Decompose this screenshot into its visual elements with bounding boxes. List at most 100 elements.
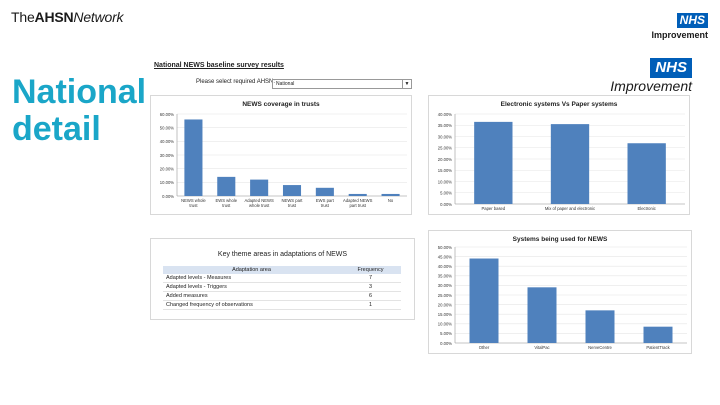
- x-tick-label: trust: [321, 203, 330, 208]
- survey-title: National NEWS baseline survey results: [154, 62, 284, 69]
- y-tick-label: 35.00%: [438, 123, 452, 128]
- y-tick-label: 0.00%: [440, 341, 452, 346]
- y-tick-label: 35.00%: [438, 274, 452, 279]
- y-tick-label: 5.00%: [440, 191, 452, 196]
- y-tick-label: 10.00%: [438, 179, 452, 184]
- bar: [184, 119, 203, 196]
- bar: [474, 121, 513, 204]
- chart-title: Systems being used for NEWS: [512, 236, 608, 243]
- chart-news-coverage: NEWS coverage in trusts 0.00% 10.00% 20.00…: [150, 95, 412, 215]
- chart-electronic-vs-paper: Electronic systems Vs Paper systems 0.00…: [428, 95, 690, 215]
- y-tick-label: 30.00%: [160, 153, 174, 158]
- y-tick-label: 40.00%: [438, 264, 452, 269]
- x-tick-label: whole trust: [249, 203, 270, 208]
- y-tick-label: 5.00%: [440, 331, 452, 336]
- y-tick-label: 40.00%: [160, 139, 174, 144]
- bar: [348, 193, 367, 196]
- x-tick-label: Adapted NEWS: [244, 198, 274, 203]
- chevron-down-icon[interactable]: ▼: [402, 80, 411, 88]
- x-tick-label: Other: [479, 345, 490, 350]
- chart-news-coverage-svg: 0.00% 10.00% 20.00% 30.00% 40.00% 50.00% 60.00…: [160, 112, 407, 208]
- y-tick-label: 25.00%: [438, 293, 452, 298]
- x-tick-label: VitalPac: [534, 345, 549, 350]
- x-tick-label: EWS whole: [215, 198, 237, 203]
- table-row: Adapted levels - Triggers 3: [163, 282, 401, 292]
- nhs-improvement-logo-large: NHS Improvement: [596, 58, 692, 94]
- key-themes-panel: Key theme areas in adaptations of NEWS A…: [150, 238, 415, 320]
- x-tick-label: NerveCentre: [588, 345, 612, 350]
- frequency-cell: 3: [339, 282, 401, 292]
- y-tick-label: 0.00%: [440, 202, 452, 207]
- x-tick-label: trust: [288, 203, 297, 208]
- brand-prefix: The: [11, 9, 35, 25]
- ahsn-select[interactable]: National ▼: [272, 79, 412, 89]
- x-tick-label: Paper based: [481, 206, 505, 211]
- frequency-cell: 7: [339, 274, 401, 283]
- frequency-cell: 6: [339, 291, 401, 301]
- x-tick-label: trust: [222, 203, 231, 208]
- bar: [527, 287, 557, 343]
- nhs-logo-large: NHS: [650, 58, 692, 78]
- col-header-frequency: Frequency: [339, 266, 401, 274]
- y-tick-label: 45.00%: [438, 254, 452, 259]
- brand-bold: AHSN: [34, 9, 74, 25]
- ahsn-network-logo: TheAHSNNetwork: [11, 9, 124, 25]
- x-tick-label: Mix of paper and electronic: [545, 206, 595, 211]
- x-tick-label: EWS part: [316, 198, 335, 203]
- bar: [315, 187, 334, 196]
- key-themes-table: Adaptation area Frequency Adapted levels…: [163, 266, 401, 310]
- y-tick-label: 15.00%: [438, 312, 452, 317]
- y-tick-label: 15.00%: [438, 168, 452, 173]
- frequency-cell: 1: [339, 300, 401, 310]
- nhs-logo: NHS: [676, 13, 708, 28]
- area-cell: Added measures: [163, 291, 340, 301]
- area-cell: Adapted levels - Triggers: [163, 282, 340, 292]
- page-title: National detail: [12, 74, 146, 148]
- x-tick-label: part trust: [349, 203, 366, 208]
- y-tick-label: 40.00%: [438, 112, 452, 117]
- chart-title: Electronic systems Vs Paper systems: [500, 101, 618, 108]
- y-tick-label: 60.00%: [160, 112, 174, 117]
- y-tick-label: 50.00%: [160, 125, 174, 130]
- chart-electronic-vs-paper-svg: 0.00% 5.00% 10.00% 15.00% 20.00% 25.00% 30.00%…: [438, 112, 685, 211]
- bar: [585, 310, 615, 343]
- x-tick-label: Electronic: [637, 206, 655, 211]
- brand-italic: Network: [73, 9, 124, 25]
- key-themes-title: Key theme areas in adaptations of NEWS: [217, 251, 348, 258]
- x-tick-label: NEWS whole: [181, 198, 206, 203]
- title-line-1: National: [12, 73, 147, 111]
- title-line-2: detail: [12, 110, 101, 148]
- bar: [627, 143, 666, 204]
- y-tick-label: 20.00%: [160, 166, 174, 171]
- y-tick-label: 0.00%: [162, 194, 174, 199]
- col-header-area: Adaptation area: [163, 266, 340, 274]
- bar: [643, 326, 673, 343]
- select-label: Please select required AHSN:: [196, 79, 276, 85]
- y-tick-label: 10.00%: [160, 180, 174, 185]
- y-tick-label: 20.00%: [438, 302, 452, 307]
- area-cell: Changed frequency of observations: [163, 300, 340, 310]
- x-tick-label: No: [388, 198, 394, 203]
- y-tick-label: 25.00%: [438, 146, 452, 151]
- table-row: Adapted levels - Measures 7: [163, 274, 401, 283]
- table-row: Changed frequency of observations 1: [163, 300, 401, 310]
- x-tick-label: PatientTrack: [646, 345, 670, 350]
- chart-systems-used: Systems being used for NEWS 0.00% 5.00% 10…: [428, 230, 692, 354]
- nhs-improvement-logo-small: NHS Improvement: [648, 11, 708, 40]
- y-tick-label: 20.00%: [438, 157, 452, 162]
- bar: [550, 124, 590, 204]
- y-tick-label: 50.00%: [438, 245, 452, 250]
- bar: [469, 258, 499, 343]
- area-cell: Adapted levels - Measures: [163, 274, 340, 283]
- improvement-label: Improvement: [651, 30, 708, 40]
- x-tick-label: trust: [189, 203, 198, 208]
- chart-title: NEWS coverage in trusts: [242, 101, 320, 108]
- y-tick-label: 10.00%: [438, 322, 452, 327]
- y-tick-label: 30.00%: [438, 134, 452, 139]
- bar: [381, 193, 400, 196]
- ahsn-select-value: National: [276, 81, 295, 87]
- bar: [250, 179, 269, 196]
- x-tick-label: NEWS part: [282, 198, 304, 203]
- improvement-label-large: Improvement: [610, 78, 692, 94]
- y-tick-label: 30.00%: [438, 283, 452, 288]
